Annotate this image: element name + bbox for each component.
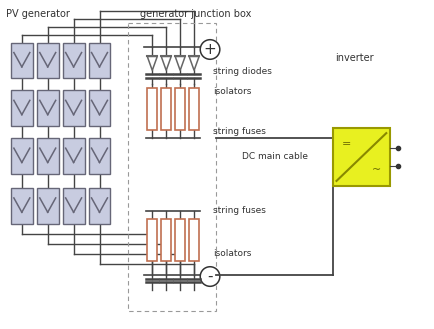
Bar	[175, 88, 185, 130]
Bar	[37, 188, 59, 224]
Polygon shape	[189, 57, 199, 70]
Text: inverter: inverter	[335, 54, 373, 63]
Bar	[89, 188, 110, 224]
Bar	[128, 23, 216, 311]
Text: +: +	[203, 42, 216, 57]
Text: string diodes: string diodes	[213, 67, 271, 76]
Bar	[37, 138, 59, 174]
Bar	[189, 88, 199, 130]
Text: isolators: isolators	[213, 249, 251, 258]
Bar	[89, 90, 110, 126]
Text: =: =	[341, 139, 350, 149]
Text: isolators: isolators	[213, 87, 251, 96]
Text: PV generator: PV generator	[6, 9, 69, 19]
Text: string fuses: string fuses	[213, 206, 265, 215]
Bar	[89, 42, 110, 78]
Polygon shape	[147, 57, 157, 70]
Bar	[89, 138, 110, 174]
Polygon shape	[175, 57, 185, 70]
Bar	[332, 128, 389, 186]
Bar	[147, 88, 157, 130]
Text: generator junction box: generator junction box	[140, 9, 251, 19]
Bar	[62, 42, 84, 78]
Bar	[161, 219, 171, 261]
Bar	[11, 42, 33, 78]
Bar	[11, 188, 33, 224]
Bar	[62, 188, 84, 224]
Bar	[37, 42, 59, 78]
Bar	[175, 219, 185, 261]
Text: DC main cable: DC main cable	[241, 152, 307, 161]
Bar	[62, 90, 84, 126]
Polygon shape	[161, 57, 171, 70]
Bar	[11, 138, 33, 174]
Bar	[161, 88, 171, 130]
Bar	[147, 219, 157, 261]
Bar	[37, 90, 59, 126]
Text: -: -	[207, 269, 212, 284]
Text: ~: ~	[371, 165, 380, 175]
Bar	[62, 138, 84, 174]
Bar	[11, 90, 33, 126]
Bar	[189, 219, 199, 261]
Text: string fuses: string fuses	[213, 127, 265, 136]
